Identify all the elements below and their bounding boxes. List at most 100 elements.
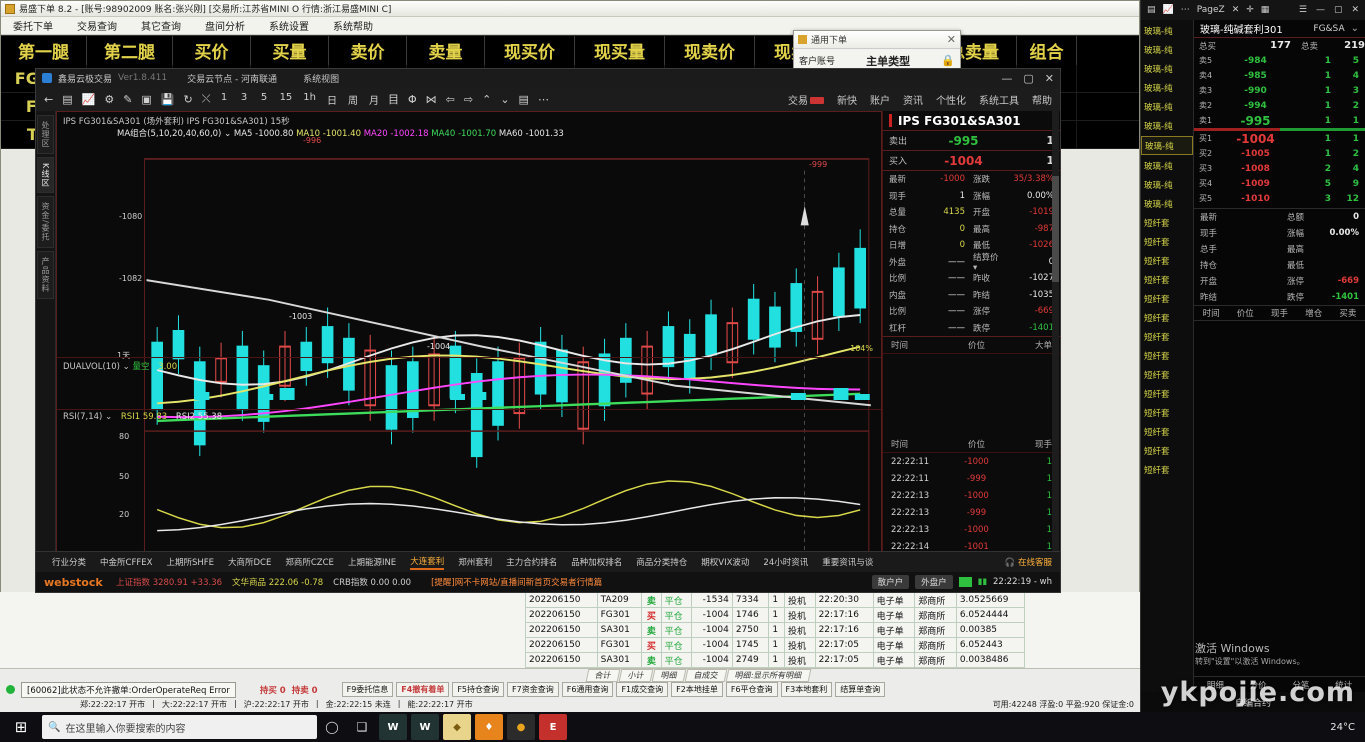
auto-icon[interactable]: 目 bbox=[388, 93, 399, 106]
list-icon[interactable]: ▤ bbox=[1147, 5, 1156, 15]
ask-level[interactable]: 卖1 -995 1 1 bbox=[1194, 113, 1365, 128]
maximize-icon[interactable]: ▢ bbox=[1023, 71, 1034, 85]
fn-button-3[interactable]: F7资金查询 bbox=[507, 682, 559, 697]
fn-button-8[interactable]: F3本地套利 bbox=[780, 682, 833, 697]
list-item[interactable]: 玻璃-纯 bbox=[1144, 161, 1173, 172]
lock-icon[interactable]: 🔒 bbox=[941, 54, 955, 67]
add-icon[interactable]: ✛ bbox=[1246, 5, 1254, 15]
taskbar-app-6[interactable]: E bbox=[539, 714, 567, 740]
table-row[interactable]: 202206150 FG301 买 平仓 -1004 1746 1 投机 22:… bbox=[525, 607, 1026, 623]
menu-item-4[interactable]: 系统设置 bbox=[269, 22, 309, 33]
taskbar-app-4[interactable]: ♦ bbox=[475, 714, 503, 740]
chart-icon[interactable]: 📈 bbox=[1162, 5, 1174, 15]
list-item[interactable]: 玻璃-纯 bbox=[1144, 64, 1173, 75]
more-icon[interactable]: ⋯ bbox=[537, 92, 549, 106]
col-header-6[interactable]: 现买价 bbox=[485, 36, 575, 65]
list-item[interactable]: 短纤套 bbox=[1144, 237, 1170, 248]
down-icon[interactable]: ⌄ bbox=[500, 92, 510, 106]
taskbar-app-3[interactable]: ◆ bbox=[443, 714, 471, 740]
timeframe-5[interactable]: 5 bbox=[260, 91, 268, 103]
start-button-icon[interactable]: ⊞ bbox=[14, 718, 28, 736]
col-header-1[interactable]: 第二腿 bbox=[87, 36, 173, 65]
quote-ask-row[interactable]: 卖出 -995 1 bbox=[883, 131, 1060, 150]
chart-menu-3[interactable]: 资讯 bbox=[903, 95, 923, 107]
list-item[interactable]: 短纤套 bbox=[1144, 294, 1170, 305]
timeframe-15[interactable]: 15 bbox=[279, 91, 293, 103]
link-7[interactable]: 郑州套利 bbox=[458, 558, 493, 568]
list-item[interactable]: 玻璃-纯 bbox=[1141, 136, 1193, 155]
list-item[interactable]: 玻璃-纯 bbox=[1144, 199, 1173, 210]
link-10[interactable]: 商品分类持仓 bbox=[636, 558, 688, 568]
taskbar-app-5[interactable]: ● bbox=[507, 714, 535, 740]
scroll-announcement[interactable]: [提醒]网不卡网站/直播间新首页交易者行情篇 bbox=[431, 578, 603, 588]
menu-item-0[interactable]: 委托下单 bbox=[13, 22, 53, 33]
bid-levels[interactable]: 买1 -1004 1 1 买2 -1005 1 2 买3 -1008 2 4 买… bbox=[1194, 131, 1365, 206]
link-1[interactable]: 中金所CFFEX bbox=[100, 558, 153, 568]
status-tab-3[interactable]: 自成交 bbox=[684, 668, 728, 682]
chart-menu-6[interactable]: 帮助 bbox=[1032, 95, 1052, 107]
col-header-0[interactable]: 第一腿 bbox=[1, 36, 87, 65]
chart-menu-1[interactable]: 新快 bbox=[837, 95, 857, 107]
bid-level[interactable]: 买4 -1009 5 9 bbox=[1194, 176, 1365, 191]
list-item[interactable]: 玻璃-纯 bbox=[1144, 26, 1173, 37]
maximize-icon[interactable]: ▢ bbox=[1333, 5, 1343, 15]
link-9[interactable]: 品种加权排名 bbox=[571, 558, 623, 568]
table-row[interactable]: 202206150 SA301 卖 平仓 -1004 2749 1 投机 22:… bbox=[525, 652, 1026, 668]
list-item[interactable]: 短纤套 bbox=[1144, 256, 1170, 267]
foreign-account-button[interactable]: 外盘户 bbox=[915, 575, 953, 589]
list-item[interactable]: 短纤套 bbox=[1144, 275, 1170, 286]
link-11[interactable]: 期权VIX波动 bbox=[701, 558, 750, 568]
up-icon[interactable]: ⌃ bbox=[482, 92, 492, 106]
timeframe-日[interactable]: 日 bbox=[327, 95, 337, 107]
depth-footer-tabs[interactable]: 明细 分价 分笔 统计 bbox=[1194, 676, 1365, 692]
col-header-7[interactable]: 现买量 bbox=[575, 36, 665, 65]
close-icon[interactable]: ✕ bbox=[946, 33, 956, 46]
quote-bid-row[interactable]: 买入 -1004 1 bbox=[883, 151, 1060, 170]
chart-menu-2[interactable]: 账户 bbox=[870, 95, 890, 107]
bid-level[interactable]: 买1 -1004 1 1 bbox=[1194, 131, 1365, 146]
status-tab-2[interactable]: 明细 bbox=[651, 668, 687, 682]
vtab-3[interactable]: 产品资料 bbox=[37, 250, 54, 299]
col-header-4[interactable]: 卖价 bbox=[329, 36, 407, 65]
link-5[interactable]: 上期能源INE bbox=[347, 558, 397, 568]
list-item[interactable]: 短纤套 bbox=[1144, 370, 1170, 381]
col-header-12[interactable]: 组合 bbox=[1017, 36, 1077, 65]
ask-levels[interactable]: 卖5 -984 1 5 卖4 -985 1 4 卖3 -990 1 3 卖2 -… bbox=[1194, 53, 1365, 128]
menu-item-2[interactable]: 其它查询 bbox=[141, 22, 181, 33]
online-service-link[interactable]: 🎧 在线客服 bbox=[1004, 558, 1052, 568]
chart-menu-5[interactable]: 系统工具 bbox=[979, 95, 1019, 107]
col-header-3[interactable]: 买量 bbox=[251, 36, 329, 65]
frame-icon[interactable]: ▣ bbox=[141, 92, 152, 106]
col-header-5[interactable]: 卖量 bbox=[407, 36, 485, 65]
list-item[interactable]: 玻璃-纯 bbox=[1144, 180, 1173, 191]
fn-button-0[interactable]: F9委托信息 bbox=[341, 682, 394, 697]
indicator-icon[interactable]: Φ bbox=[408, 92, 417, 106]
more-icon[interactable]: ⋯ bbox=[1180, 5, 1190, 15]
chart-menu-0[interactable]: 交易 bbox=[788, 92, 824, 107]
ask-level[interactable]: 卖2 -994 1 2 bbox=[1194, 98, 1365, 113]
page-label[interactable]: PageZ bbox=[1196, 5, 1225, 15]
ask-level[interactable]: 卖3 -990 1 3 bbox=[1194, 83, 1365, 98]
order-history-table[interactable]: 202206150 TA209 卖 平仓 -1534 7334 1 投机 22:… bbox=[0, 592, 1140, 668]
list-item[interactable]: 玻璃-纯 bbox=[1144, 121, 1173, 132]
list-item[interactable]: 玻璃-纯 bbox=[1144, 45, 1173, 56]
table-row[interactable]: 202206150 SA301 卖 平仓 -1004 2750 1 投机 22:… bbox=[525, 622, 1026, 638]
col-header-2[interactable]: 买价 bbox=[173, 36, 251, 65]
compare-icon[interactable]: ⤬ bbox=[201, 92, 211, 105]
chart-plot-area[interactable]: IPS FG301&SA301 (场外套利) IPS FG301&SA301) … bbox=[56, 111, 882, 592]
back-icon[interactable]: ← bbox=[44, 92, 54, 106]
timeframe-周[interactable]: 周 bbox=[348, 95, 358, 107]
list-item[interactable]: 短纤套 bbox=[1144, 446, 1170, 457]
menu-icon[interactable]: ☰ bbox=[1298, 5, 1307, 15]
timeframe-月[interactable]: 月 bbox=[369, 95, 379, 107]
link-3[interactable]: 大商所DCE bbox=[228, 558, 272, 568]
ask-level[interactable]: 卖4 -985 1 4 bbox=[1194, 68, 1365, 83]
list-item[interactable]: 短纤套 bbox=[1144, 408, 1170, 419]
layout-icon[interactable]: ▤ bbox=[518, 92, 529, 106]
fn-button-5[interactable]: F1成交查询 bbox=[616, 682, 669, 697]
depth-tab-0[interactable]: 明细 bbox=[1206, 680, 1224, 691]
bid-level[interactable]: 买3 -1008 2 4 bbox=[1194, 161, 1365, 176]
status-tab-4[interactable]: 明细:显示所有明细 bbox=[725, 668, 812, 682]
taskview-icon[interactable]: ❑ bbox=[356, 720, 368, 734]
general-order-dialog[interactable]: 通用下单 ✕ 客户账号 主单类型 🔒 bbox=[793, 30, 961, 72]
